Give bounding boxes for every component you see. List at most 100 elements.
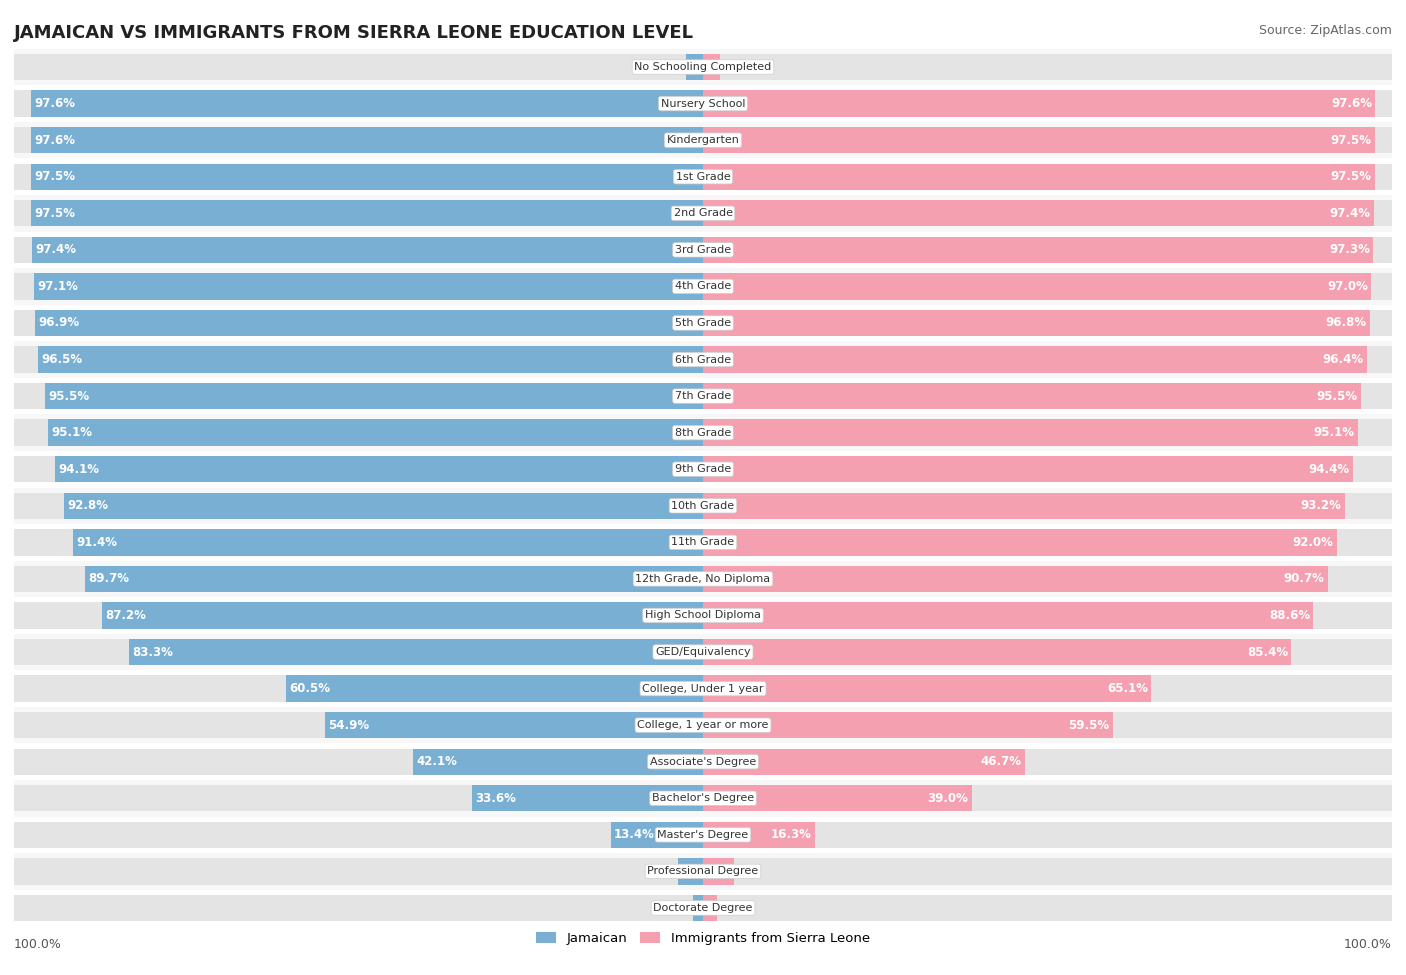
Text: 60.5%: 60.5% [290, 682, 330, 695]
Bar [703, 91, 1392, 117]
Bar [693, 895, 703, 921]
Text: 42.1%: 42.1% [416, 756, 457, 768]
Text: 100.0%: 100.0% [1344, 938, 1392, 951]
Bar [14, 122, 1392, 158]
Bar [14, 858, 703, 884]
Bar [14, 561, 1392, 597]
Text: 95.5%: 95.5% [1316, 390, 1358, 403]
Bar [287, 676, 703, 702]
Text: 2nd Grade: 2nd Grade [673, 209, 733, 218]
Bar [703, 895, 1392, 921]
Bar [14, 346, 703, 372]
Text: 100.0%: 100.0% [14, 938, 62, 951]
Bar [14, 492, 703, 519]
Bar [703, 310, 1369, 336]
Bar [31, 200, 703, 226]
Bar [14, 310, 703, 336]
Text: 92.0%: 92.0% [1292, 536, 1333, 549]
Bar [703, 492, 1346, 519]
Bar [32, 237, 703, 263]
Text: 59.5%: 59.5% [1069, 719, 1109, 731]
Bar [14, 816, 1392, 853]
Text: JAMAICAN VS IMMIGRANTS FROM SIERRA LEONE EDUCATION LEVEL: JAMAICAN VS IMMIGRANTS FROM SIERRA LEONE… [14, 24, 695, 42]
Text: 46.7%: 46.7% [980, 756, 1021, 768]
Bar [14, 707, 1392, 743]
Bar [413, 749, 703, 775]
Text: 7th Grade: 7th Grade [675, 391, 731, 401]
Bar [14, 383, 703, 410]
Bar [14, 780, 1392, 816]
Bar [14, 450, 1392, 488]
Bar [35, 310, 703, 336]
Text: College, Under 1 year: College, Under 1 year [643, 683, 763, 693]
Bar [703, 603, 1392, 629]
Bar [703, 639, 1392, 665]
Text: 11th Grade: 11th Grade [672, 537, 734, 547]
Text: 4.5%: 4.5% [697, 865, 731, 878]
Text: 65.1%: 65.1% [1107, 682, 1149, 695]
Text: Nursery School: Nursery School [661, 98, 745, 108]
Text: 94.4%: 94.4% [1309, 463, 1350, 476]
Text: Master's Degree: Master's Degree [658, 830, 748, 839]
Bar [686, 54, 703, 80]
Bar [703, 456, 1354, 483]
Bar [703, 529, 1392, 556]
Text: 96.4%: 96.4% [1323, 353, 1364, 366]
Bar [703, 822, 1392, 848]
Bar [14, 597, 1392, 634]
Bar [703, 822, 815, 848]
Text: 97.6%: 97.6% [34, 98, 75, 110]
Bar [703, 200, 1374, 226]
Text: 96.5%: 96.5% [42, 353, 83, 366]
Text: 2.4%: 2.4% [690, 60, 723, 73]
Text: No Schooling Completed: No Schooling Completed [634, 62, 772, 72]
Text: 96.8%: 96.8% [1326, 317, 1367, 330]
Bar [14, 54, 703, 80]
Bar [678, 858, 703, 884]
Bar [14, 889, 1392, 926]
Bar [703, 676, 1152, 702]
Bar [14, 634, 1392, 671]
Bar [703, 858, 1392, 884]
Bar [703, 54, 720, 80]
Bar [45, 383, 703, 410]
Text: 92.8%: 92.8% [67, 499, 108, 512]
Text: College, 1 year or more: College, 1 year or more [637, 721, 769, 730]
Text: 97.6%: 97.6% [1331, 98, 1372, 110]
Bar [14, 603, 703, 629]
Text: 3.7%: 3.7% [681, 865, 714, 878]
Bar [703, 127, 1375, 153]
Bar [703, 383, 1361, 410]
Bar [14, 524, 1392, 561]
Text: 95.1%: 95.1% [51, 426, 93, 439]
Bar [703, 749, 1025, 775]
Bar [14, 232, 1392, 268]
Bar [14, 712, 703, 738]
Text: 1.5%: 1.5% [696, 902, 728, 915]
Bar [703, 310, 1392, 336]
Text: 3rd Grade: 3rd Grade [675, 245, 731, 254]
Text: 16.3%: 16.3% [770, 829, 811, 841]
Bar [703, 237, 1392, 263]
Bar [14, 743, 1392, 780]
Bar [31, 164, 703, 190]
Text: 97.6%: 97.6% [34, 134, 75, 146]
Text: 12th Grade, No Diploma: 12th Grade, No Diploma [636, 574, 770, 584]
Bar [73, 529, 703, 556]
Bar [14, 200, 703, 226]
Bar [703, 419, 1358, 446]
Bar [703, 383, 1392, 410]
Bar [31, 91, 703, 117]
Bar [703, 164, 1375, 190]
Bar [703, 237, 1374, 263]
Bar [703, 712, 1114, 738]
Bar [34, 273, 703, 299]
Bar [14, 639, 703, 665]
Bar [14, 91, 703, 117]
Text: Source: ZipAtlas.com: Source: ZipAtlas.com [1258, 24, 1392, 37]
Legend: Jamaican, Immigrants from Sierra Leone: Jamaican, Immigrants from Sierra Leone [531, 926, 875, 951]
Bar [14, 671, 1392, 707]
Text: 9th Grade: 9th Grade [675, 464, 731, 474]
Text: 39.0%: 39.0% [928, 792, 969, 804]
Text: Professional Degree: Professional Degree [647, 867, 759, 877]
